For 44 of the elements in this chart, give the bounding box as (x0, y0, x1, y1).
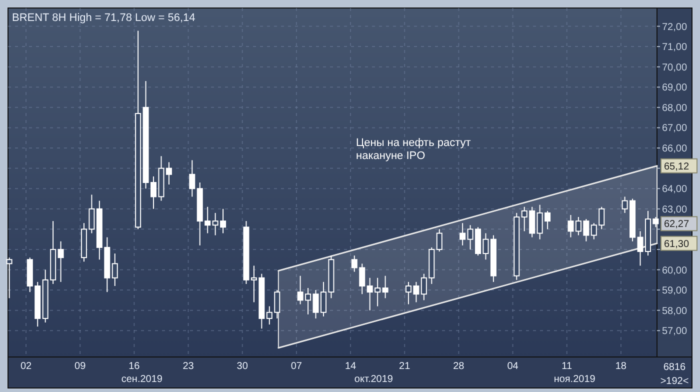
x2-tick-label: ноя.2019 (554, 374, 596, 385)
text: >192< (660, 376, 689, 387)
candlestick (189, 160, 196, 198)
y-tick-label: 63,00 (662, 204, 688, 216)
y-tick-label: 59,00 (662, 286, 688, 297)
candlestick (6, 257, 12, 299)
annotation: Цены на нефть растут накануне IPO (356, 137, 471, 162)
y-tick-label: 67,00 (662, 123, 688, 134)
candlestick (568, 214, 574, 238)
x-tick-label: 30 (236, 361, 248, 372)
y-tick-label: 57,00 (662, 326, 688, 338)
y-tick-label: 66,00 (662, 144, 688, 155)
y-tick-label: 72,00 (662, 22, 688, 33)
candlestick (382, 275, 388, 299)
candlestick (58, 240, 64, 282)
candlestick (460, 222, 466, 246)
x-tick-label: 21 (399, 361, 411, 372)
candlestick (166, 162, 172, 186)
x-tick-label: 04 (507, 361, 519, 372)
x-tick-label: 28 (453, 361, 465, 372)
x-tick-label: 23 (182, 361, 194, 372)
x-tick-label: 09 (74, 361, 86, 372)
annotation: 61,30 (664, 238, 690, 250)
y-tick-label: 69,00 (662, 82, 688, 94)
x-tick-label: 14 (344, 361, 357, 372)
x2-tick-label: сен.2019 (121, 374, 163, 385)
annotation: 65,12 (664, 161, 690, 172)
candlestick (112, 253, 118, 286)
text: 6816 (663, 362, 686, 373)
y-tick-label: 60,00 (662, 265, 688, 276)
y-tick-label: 68,00 (662, 102, 688, 114)
annotation: 62,27 (664, 219, 690, 230)
x-tick-label: 11 (562, 361, 572, 372)
x-tick-label: 16 (128, 361, 140, 372)
y-tick-label: 64,00 (662, 184, 688, 196)
candlestick (436, 228, 442, 252)
y-tick-label: 71,00 (662, 42, 688, 54)
x-tick-label: 07 (290, 361, 302, 372)
y-tick-label: 70,00 (662, 62, 688, 74)
chart-title: BRENT 8H High = 71,78 Low = 56,14 (12, 12, 196, 24)
x-tick-label: 18 (615, 361, 627, 372)
y-tick-label: 58,00 (662, 306, 688, 317)
x-tick-label: 02 (20, 361, 32, 372)
x2-tick-label: окт.2019 (354, 374, 394, 385)
